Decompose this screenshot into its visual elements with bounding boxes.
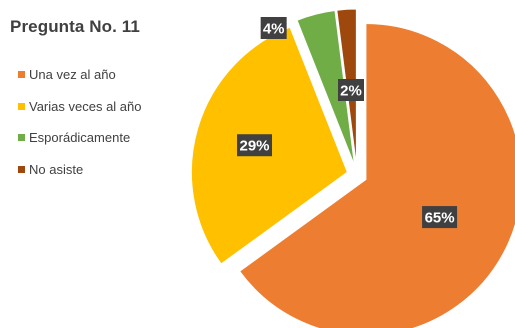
data-label-text-no-asiste: 2%: [340, 83, 362, 100]
legend-label-esporadicamente: Esporádicamente: [29, 130, 131, 145]
legend-label-una-vez: Una vez al año: [29, 67, 116, 82]
legend-swatch-varias-veces: [18, 102, 25, 110]
data-label-text-una-vez: 65%: [425, 210, 455, 227]
pie-slice-esporadicamente: [296, 9, 356, 166]
data-label-box-una-vez: [422, 206, 458, 229]
data-label-varias-veces: 29%: [237, 134, 273, 157]
chart-title: Pregunta No. 11: [10, 17, 140, 36]
legend-item-una-vez: Una vez al año: [18, 64, 142, 85]
data-label-box-esporadicamente: [260, 17, 287, 39]
legend-item-esporadicamente: Esporádicamente: [18, 127, 142, 148]
pie-slice-una-vez: [239, 23, 515, 328]
data-label-esporadicamente: 4%: [260, 17, 287, 39]
legend-swatch-una-vez: [18, 71, 25, 78]
legend-swatch-esporadicamente: [18, 134, 25, 141]
legend-item-no-asiste: No asiste: [18, 159, 142, 180]
legend-label-no-asiste: No asiste: [29, 161, 84, 177]
data-label-text-esporadicamente: 4%: [263, 21, 285, 38]
legend-label-varias-veces: Varias veces al año: [29, 98, 142, 114]
legend: Una vez al año Varias veces al año Espor…: [18, 64, 142, 190]
data-label-text-varias-veces: 29%: [240, 138, 270, 155]
data-label-box-no-asiste: [338, 79, 364, 101]
data-label-box-varias-veces: [237, 134, 273, 157]
data-label-no-asiste: 2%: [338, 79, 364, 101]
data-label-una-vez: 65%: [422, 206, 458, 229]
legend-swatch-no-asiste: [18, 165, 25, 173]
legend-item-varias-veces: Varias veces al año: [18, 96, 142, 117]
